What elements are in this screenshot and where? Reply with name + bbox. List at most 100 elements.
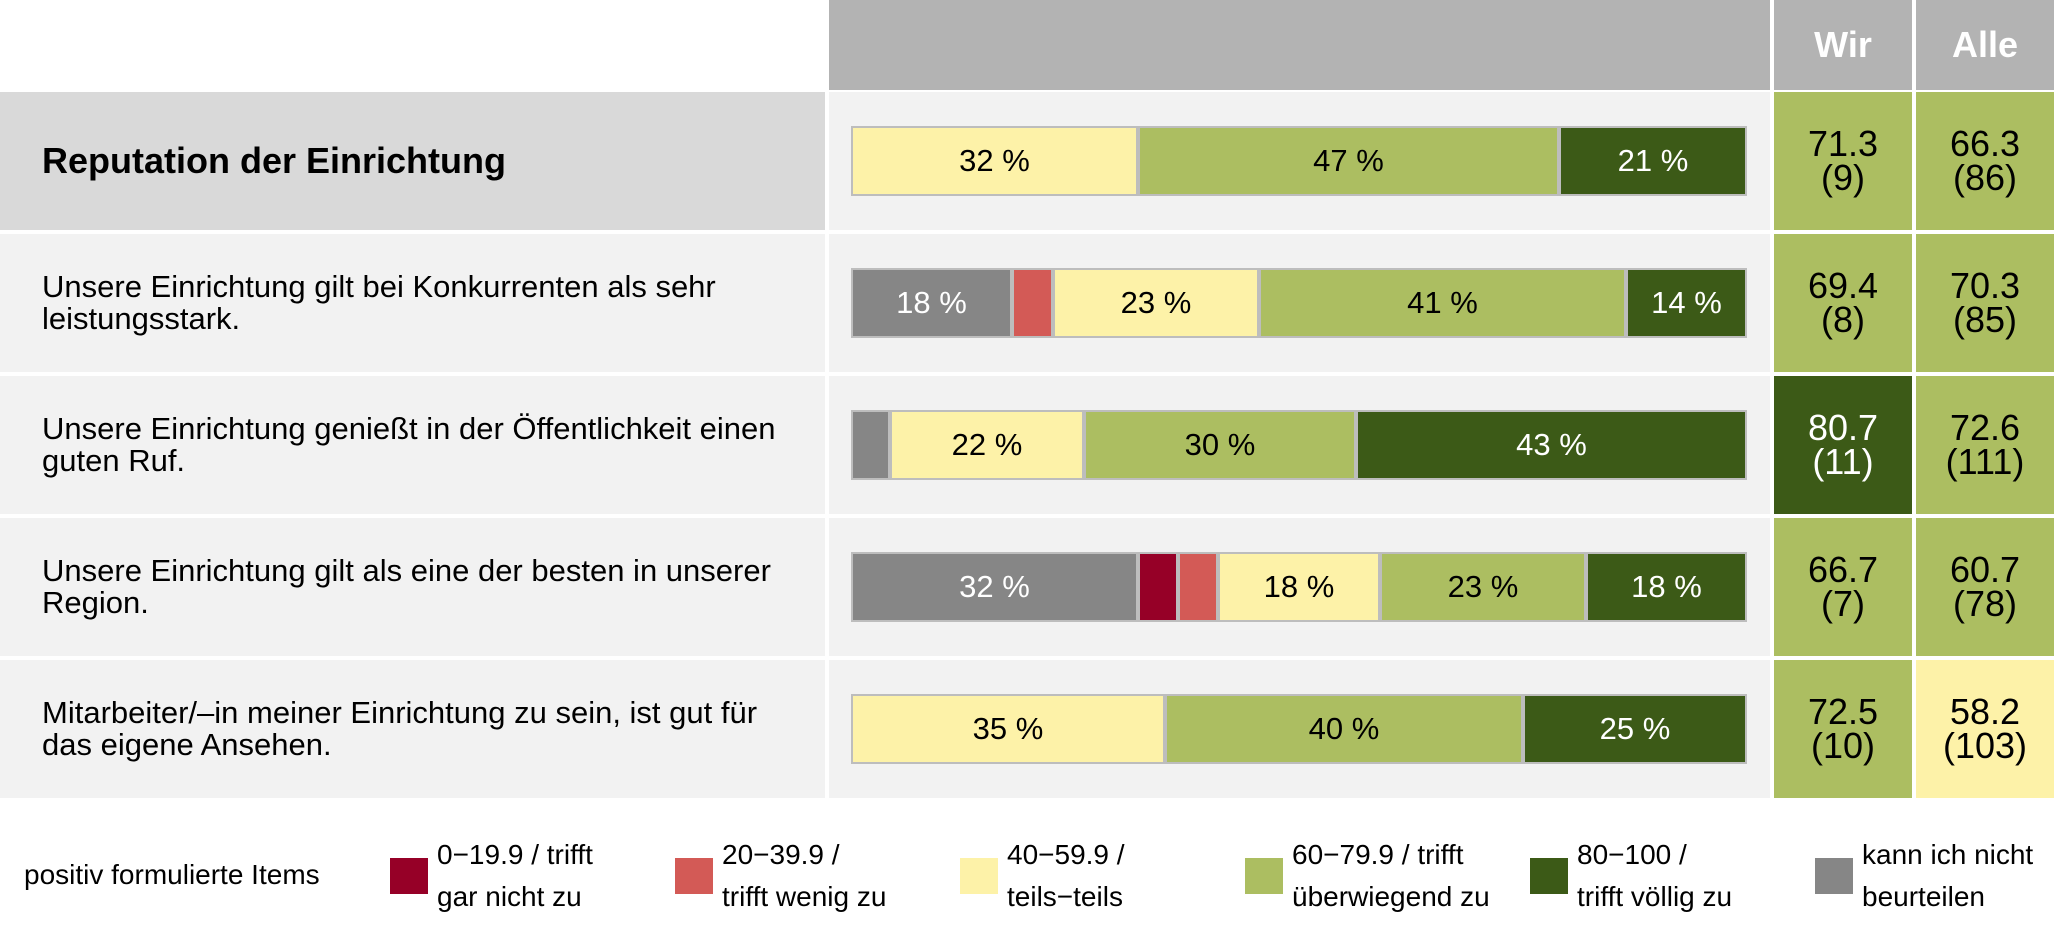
- legend-line-2: trifft wenig zu: [722, 881, 887, 912]
- bar-segment-c40: 35 %: [851, 694, 1165, 764]
- alle-score-cell: 58.2 (103): [1916, 660, 2054, 798]
- item-label-text: Unsere Einrichtung genießt in der Öffent…: [42, 411, 776, 478]
- legend-item-text: kann ich nicht beurteilen: [1862, 834, 2054, 918]
- wir-score-cell: 71.3 (9): [1774, 92, 1912, 230]
- bar-segment-c60: 40 %: [1165, 694, 1523, 764]
- legend-line-2: überwiegend zu: [1292, 881, 1490, 912]
- segment-label: 14 %: [1651, 285, 1722, 320]
- bar-segment-c20: [1178, 552, 1218, 622]
- legend-line-1: 0−19.9 / trifft: [437, 839, 593, 870]
- stacked-bar: 32 % 47 % 21 %: [851, 126, 1747, 196]
- legend-swatch-c40: [960, 858, 998, 894]
- alle-column-header: Alle: [1916, 0, 2054, 90]
- alle-score-value: 72.6: [1949, 407, 2021, 448]
- bar-segment-c20: [1012, 268, 1053, 338]
- alle-score-cell: 70.3 (85): [1916, 234, 2054, 372]
- wir-score-value: 69.4: [1807, 265, 1879, 306]
- bar-segment-na: 18 %: [851, 268, 1012, 338]
- alle-score-value: 58.2: [1949, 691, 2021, 732]
- item-label: Unsere Einrichtung genießt in der Öffent…: [0, 376, 825, 514]
- wir-score-cell: 80.7 (11): [1774, 376, 1912, 514]
- segment-label: 32 %: [959, 569, 1030, 604]
- alle-score-count: (78): [1952, 583, 2018, 624]
- legend-swatch-c0: [390, 858, 428, 894]
- legend-line-1: 20−39.9 /: [722, 839, 840, 870]
- bar-segment-c40: 22 %: [890, 410, 1084, 480]
- stacked-bar: 18 % 23 % 41 % 14 %: [851, 268, 1747, 338]
- alle-score-count: (111): [1945, 441, 2025, 482]
- legend-item-text: 80−100 / trifft völlig zu: [1577, 834, 1777, 918]
- alle-score-value: 66.3: [1949, 123, 2021, 164]
- wir-score-value: 72.5: [1807, 691, 1879, 732]
- legend-swatch-na: [1815, 858, 1853, 894]
- legend-swatch-c20: [675, 858, 713, 894]
- item-label-text: Mitarbeiter/–in meiner Einrichtung zu se…: [42, 695, 758, 762]
- bar-column-header: [829, 0, 1770, 90]
- bar-segment-c60: 30 %: [1084, 410, 1356, 480]
- segment-label: 40 %: [1308, 711, 1380, 746]
- bar-segment-c40: 18 %: [1218, 552, 1380, 622]
- segment-label: 23 %: [1447, 569, 1519, 604]
- legend-swatch-c80: [1530, 858, 1568, 894]
- segment-label: 32 %: [959, 143, 1030, 178]
- alle-score-count: (103): [1942, 725, 2028, 766]
- wir-score-value: 80.7: [1807, 407, 1879, 448]
- legend-swatch-c60: [1245, 858, 1283, 894]
- legend-item-text: 40−59.9 / teils−teils: [1007, 834, 1207, 918]
- bar-segment-c60: 47 %: [1138, 126, 1559, 196]
- alle-score-cell: 66.3 (86): [1916, 92, 2054, 230]
- segment-label: 18 %: [896, 285, 967, 320]
- item-label: Unsere Einrichtung gilt als eine der bes…: [0, 518, 825, 656]
- wir-score-cell: 69.4 (8): [1774, 234, 1912, 372]
- wir-score-cell: 66.7 (7): [1774, 518, 1912, 656]
- legend-item-text: 60−79.9 / trifft überwiegend zu: [1292, 834, 1492, 918]
- alle-score-count: (86): [1952, 157, 2018, 198]
- segment-label: 35 %: [972, 711, 1044, 746]
- stacked-bar: 35 % 40 % 25 %: [851, 694, 1747, 764]
- legend-line-2: gar nicht zu: [437, 881, 582, 912]
- stacked-bar: 22 % 30 % 43 %: [851, 410, 1747, 480]
- legend-line-1: kann ich nicht: [1862, 839, 2034, 870]
- alle-score-value: 70.3: [1949, 265, 2021, 306]
- alle-score-cell: 60.7 (78): [1916, 518, 2054, 656]
- wir-score-count: (8): [1821, 299, 1865, 340]
- bar-segment-na: [851, 410, 890, 480]
- bar-segment-c80: 18 %: [1586, 552, 1747, 622]
- bar-segment-na: 32 %: [851, 552, 1138, 622]
- wir-column-header: Wir: [1774, 0, 1912, 90]
- wir-score-count: (10): [1810, 725, 1876, 766]
- legend-line-1: 80−100 /: [1577, 839, 1687, 870]
- segment-label: 18 %: [1631, 569, 1702, 604]
- bar-segment-c80: 14 %: [1626, 268, 1747, 338]
- legend-title: positiv formulierte Items: [24, 859, 320, 890]
- bar-segment-c60: 41 %: [1259, 268, 1626, 338]
- segment-label: 41 %: [1407, 285, 1478, 320]
- section-title: Reputation der Einrichtung: [0, 92, 825, 230]
- segment-label: 25 %: [1599, 711, 1671, 746]
- wir-score-cell: 72.5 (10): [1774, 660, 1912, 798]
- segment-label: 22 %: [951, 427, 1023, 462]
- item-label-text: Reputation der Einrichtung: [42, 140, 506, 181]
- bar-segment-c80: 25 %: [1523, 694, 1747, 764]
- bar-segment-c40: 32 %: [851, 126, 1138, 196]
- segment-label: 47 %: [1313, 143, 1384, 178]
- legend-line-2: beurteilen: [1862, 881, 1985, 912]
- bar-segment-c60: 23 %: [1380, 552, 1586, 622]
- item-label: Mitarbeiter/–in meiner Einrichtung zu se…: [0, 660, 825, 798]
- segment-label: 18 %: [1263, 569, 1335, 604]
- alle-score-value: 60.7: [1949, 549, 2021, 590]
- bar-segment-c40: 23 %: [1053, 268, 1259, 338]
- segment-label: 21 %: [1617, 143, 1689, 178]
- alle-score-cell: 72.6 (111): [1916, 376, 2054, 514]
- segment-label: 23 %: [1120, 285, 1192, 320]
- wir-score-value: 71.3: [1807, 123, 1879, 164]
- legend-item-text: 0−19.9 / trifft gar nicht zu: [437, 834, 637, 918]
- item-label-text: Unsere Einrichtung gilt bei Konkurrenten…: [42, 269, 716, 336]
- legend-line-2: teils−teils: [1007, 881, 1123, 912]
- segment-label: 43 %: [1516, 427, 1587, 462]
- wir-score-value: 66.7: [1807, 549, 1879, 590]
- legend-line-2: trifft völlig zu: [1577, 881, 1733, 912]
- bar-segment-c0: [1138, 552, 1178, 622]
- bar-segment-c80: 43 %: [1356, 410, 1747, 480]
- segment-label: 30 %: [1184, 427, 1256, 462]
